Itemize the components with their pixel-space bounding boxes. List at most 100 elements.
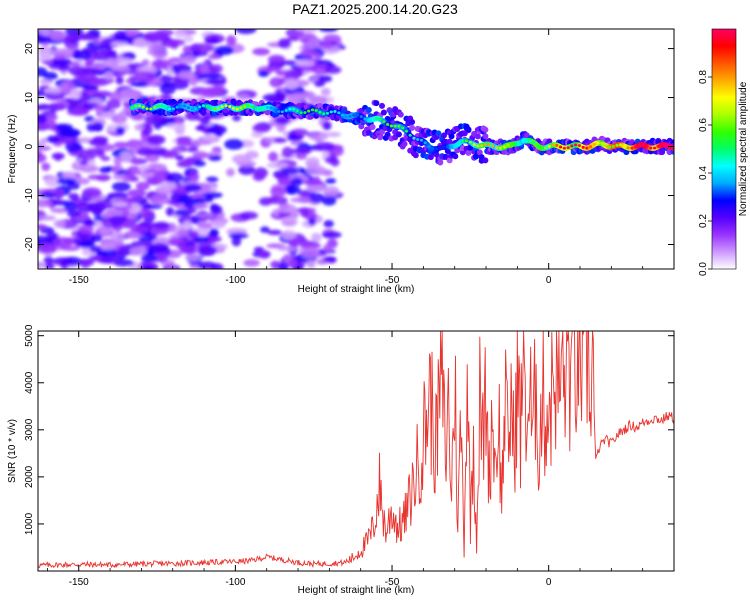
spectrogram-y-label: Frequency (Hz) xyxy=(7,115,18,184)
ridge-peak-cell xyxy=(483,143,487,146)
spectrogram-cell xyxy=(149,194,170,205)
spectrogram-cell xyxy=(305,156,320,167)
spectrogram-cell xyxy=(151,48,168,59)
snr-x-axis: -150 -100 -50 0 xyxy=(46,331,675,588)
spectrogram-cell xyxy=(38,105,49,111)
ridge-peak-cell xyxy=(220,105,224,108)
spectrogram-cell xyxy=(147,40,165,51)
ridge-halo-cell xyxy=(446,157,453,164)
ridge-peak-cell xyxy=(419,138,424,142)
spectrogram-cell xyxy=(135,181,150,191)
ridge-halo-cell xyxy=(476,149,483,156)
spectrogram-cell xyxy=(231,154,252,164)
ridge-halo-cell xyxy=(435,130,442,137)
spectrogram-cell xyxy=(325,177,337,185)
spectrogram-cell xyxy=(299,207,310,218)
spectrogram-cell xyxy=(41,162,51,172)
spectrogram-cell xyxy=(270,186,287,197)
spectrogram-cell xyxy=(177,229,190,238)
ridge-halo-cell xyxy=(384,131,391,138)
ridge-peak-cell xyxy=(660,143,664,147)
spectrogram-cell xyxy=(91,122,104,132)
spectrogram-cell xyxy=(117,110,127,122)
ridge-peak-cell xyxy=(540,146,544,150)
spectrogram-cell xyxy=(113,141,130,149)
ridge-halo-cell xyxy=(474,133,481,140)
spectrogram-cell xyxy=(322,196,337,206)
spectrogram-cell xyxy=(141,59,150,66)
spectrogram-cell xyxy=(121,197,144,203)
spectrogram-cell xyxy=(322,256,337,262)
spectrogram-cell xyxy=(268,151,279,163)
ridge-peak-cell xyxy=(607,145,612,149)
spectrogram-cell xyxy=(310,232,322,243)
spectrogram-cell xyxy=(152,221,171,230)
spectrogram-cell xyxy=(129,81,149,87)
ridge-halo-cell xyxy=(369,124,376,131)
spectrogram-cell xyxy=(188,171,200,183)
spectrogram-cell xyxy=(318,75,333,83)
spectrogram-cell xyxy=(326,131,341,138)
ridge-peak-cell xyxy=(585,146,589,150)
ridge-peak-cell xyxy=(239,106,243,110)
y-tick-label: 5000 xyxy=(24,324,35,347)
ridge-peak-cell xyxy=(528,139,533,143)
ridge-peak-cell xyxy=(337,111,341,115)
spectrogram-cell xyxy=(129,226,150,233)
spectrogram-cell xyxy=(83,67,102,74)
spectrogram-cell xyxy=(43,256,54,265)
colorbar-label: Normalized spectral amplitude xyxy=(738,81,749,216)
ridge-peak-cell xyxy=(130,106,134,110)
spectrogram-cell xyxy=(186,207,197,214)
spectrogram-cell xyxy=(115,76,124,85)
ridge-peak-cell xyxy=(434,147,439,151)
ridge-peak-cell xyxy=(348,114,352,118)
spectrogram-cell xyxy=(306,38,324,49)
ridge-peak-cell xyxy=(190,107,194,111)
spectrogram-cell xyxy=(86,202,107,213)
spectrogram-cell xyxy=(58,58,72,66)
ridge-peak-cell xyxy=(137,104,142,108)
ridge-peak-cell xyxy=(622,144,627,148)
spectrogram-cell xyxy=(53,152,63,162)
y-tick-label: 3000 xyxy=(24,418,35,441)
ridge-peak-cell xyxy=(363,117,367,121)
spectrogram-cell xyxy=(66,108,89,116)
spectrogram-cell xyxy=(38,242,57,254)
spectrogram-cell xyxy=(314,54,323,60)
spectrogram-cell xyxy=(79,160,89,166)
colorbar-tick-label: 0.4 xyxy=(698,166,709,180)
ridge-peak-cell xyxy=(645,145,649,148)
ridge-peak-cell xyxy=(386,123,390,126)
spectrogram-cell xyxy=(38,46,51,52)
spectrogram-cell xyxy=(79,240,96,248)
ridge-halo-cell xyxy=(446,138,453,145)
ridge-peak-cell xyxy=(186,106,190,110)
ridge-halo-cell xyxy=(377,134,384,141)
spectrogram-cell xyxy=(88,138,108,147)
spectrogram-cell xyxy=(48,103,67,111)
ridge-peak-cell xyxy=(310,108,315,112)
snr-y-axis: 1000 2000 3000 4000 5000 xyxy=(24,324,674,535)
ridge-peak-cell xyxy=(449,145,454,149)
spectrogram-cell xyxy=(182,45,193,54)
spectrogram-cell xyxy=(155,252,168,263)
spectrogram-cell xyxy=(321,231,342,239)
ridge-peak-cell xyxy=(637,143,642,147)
ridge-halo-cell xyxy=(448,133,455,140)
ridge-peak-cell xyxy=(596,141,600,145)
ridge-halo-cell xyxy=(409,119,416,126)
ridge-peak-cell xyxy=(340,113,345,117)
ridge-halo-cell xyxy=(380,109,387,116)
snr-background xyxy=(38,331,674,571)
ridge-peak-cell xyxy=(649,146,653,150)
spectrogram-cell xyxy=(129,176,140,182)
spectrogram-cell xyxy=(260,226,270,233)
spectrogram-cell xyxy=(273,137,287,144)
ridge-peak-cell xyxy=(611,144,615,148)
spectrogram-x-axis: -150 -100 -50 0 xyxy=(46,29,675,286)
spectrogram-cell xyxy=(252,123,271,133)
ridge-halo-cell xyxy=(365,106,372,113)
spectrogram-cell xyxy=(296,152,308,160)
ridge-halo-cell xyxy=(427,154,434,161)
